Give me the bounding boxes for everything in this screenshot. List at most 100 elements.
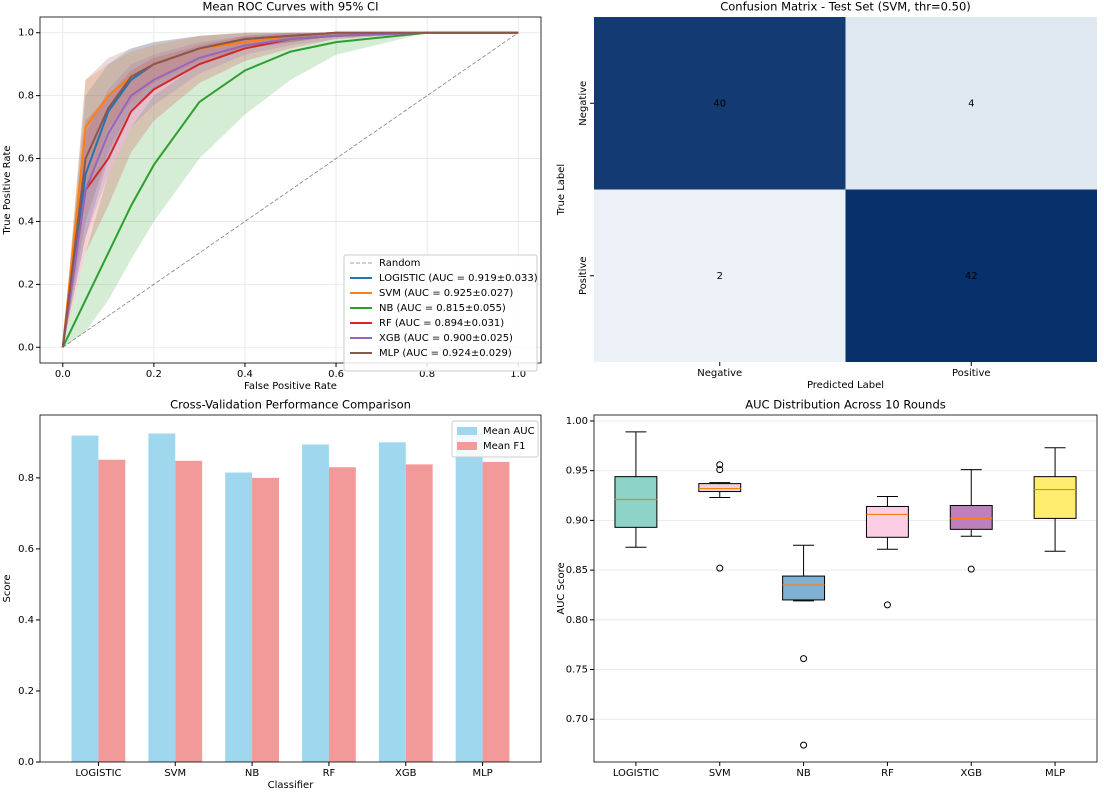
y-tick-label: 0.8 xyxy=(18,91,34,102)
x-tick-label: Positive xyxy=(952,368,991,379)
y-tick-label: 0.80 xyxy=(566,615,588,626)
box xyxy=(865,505,909,538)
y-tick-label: Positive xyxy=(578,256,589,295)
y-axis-label: True Positive Rate xyxy=(2,145,13,235)
roc-line xyxy=(61,31,519,348)
y-tick-label: Negative xyxy=(578,81,589,126)
heatmap-cell xyxy=(594,17,846,190)
legend-label: Random xyxy=(379,258,420,269)
box xyxy=(949,504,993,530)
box xyxy=(614,476,658,528)
y-tick-label: 0.75 xyxy=(566,665,588,676)
y-tick-label: 1.0 xyxy=(18,28,34,39)
chart-title: Mean ROC Curves with 95% CI xyxy=(203,0,379,14)
legend-label: NB (AUC = 0.815±0.055) xyxy=(379,303,506,314)
y-axis-label: True Label xyxy=(556,164,567,216)
bar xyxy=(148,433,176,762)
legend-label: MLP (AUC = 0.924±0.029) xyxy=(379,348,512,359)
outlier xyxy=(716,461,724,469)
legend-label: SVM (AUC = 0.925±0.027) xyxy=(379,288,513,299)
legend-label: Mean F1 xyxy=(483,441,526,452)
legend-swatch xyxy=(457,442,477,450)
outlier xyxy=(716,564,724,572)
bar xyxy=(175,460,203,762)
box xyxy=(698,483,742,493)
bar xyxy=(302,444,329,762)
x-tick-label: LOGISTIC xyxy=(75,768,121,779)
confidence-band xyxy=(62,32,519,348)
roc-line xyxy=(62,32,519,348)
legend-label: RF (AUC = 0.894±0.031) xyxy=(379,318,504,329)
y-tick-label: 0.4 xyxy=(18,216,34,227)
x-axis-label: False Positive Rate xyxy=(244,381,337,392)
y-axis-label: AUC Score xyxy=(556,562,567,614)
cell-label: 40 xyxy=(713,98,726,109)
x-tick-label: Negative xyxy=(697,368,742,379)
x-tick-label: LOGISTIC xyxy=(613,768,659,779)
x-axis-label: Classifier xyxy=(268,780,315,791)
x-tick-label: MLP xyxy=(1045,768,1065,779)
bar xyxy=(482,461,510,762)
x-tick-label: NB xyxy=(796,768,810,779)
x-tick-label: 0.6 xyxy=(328,369,344,380)
outlier xyxy=(883,601,891,609)
x-tick-label: RF xyxy=(881,768,894,779)
cell-label: 4 xyxy=(968,98,974,109)
box xyxy=(1033,476,1077,519)
heatmap-cell xyxy=(845,17,1097,190)
x-tick-label: RF xyxy=(323,768,336,779)
roc-line xyxy=(61,31,519,348)
x-tick-label: MLP xyxy=(472,768,492,779)
y-axis-label: Score xyxy=(2,574,13,602)
y-tick-label: 0.90 xyxy=(566,515,588,526)
legend-label: Mean AUC xyxy=(483,426,535,437)
bar xyxy=(252,477,279,762)
x-axis-label: Predicted Label xyxy=(807,380,884,391)
x-tick-label: SVM xyxy=(709,768,731,779)
cell-label: 42 xyxy=(965,271,978,282)
chart-title: AUC Distribution Across 10 Rounds xyxy=(745,398,946,412)
x-tick-label: 0.2 xyxy=(146,369,162,380)
y-tick-label: 0.0 xyxy=(18,342,34,353)
y-tick-label: 0.6 xyxy=(18,544,34,555)
y-tick-label: 0.6 xyxy=(18,154,34,165)
y-tick-label: 0.85 xyxy=(566,565,588,576)
x-tick-label: SVM xyxy=(164,768,186,779)
axes-frame xyxy=(39,414,542,763)
bar xyxy=(71,435,99,762)
y-tick-label: 0.70 xyxy=(566,714,588,725)
box xyxy=(782,575,826,601)
bar xyxy=(405,464,433,762)
x-tick-label: XGB xyxy=(961,768,983,779)
x-tick-label: 0.4 xyxy=(237,369,253,380)
outlier xyxy=(716,466,724,474)
legend-swatch xyxy=(457,427,477,435)
chart-title: Cross-Validation Performance Comparison xyxy=(170,398,411,412)
confidence-band xyxy=(62,32,519,348)
legend-box xyxy=(343,254,538,372)
bar xyxy=(328,467,356,762)
confidence-band xyxy=(62,32,519,348)
y-tick-label: 0.0 xyxy=(18,757,34,768)
legend-label: XGB (AUC = 0.900±0.025) xyxy=(379,333,513,344)
cell-label: 2 xyxy=(717,271,723,282)
heatmap-cell xyxy=(594,189,846,362)
bar xyxy=(455,433,483,762)
x-tick-label: XGB xyxy=(395,768,417,779)
chart-title: Confusion Matrix - Test Set (SVM, thr=0.… xyxy=(720,0,971,14)
y-tick-label: 0.2 xyxy=(18,686,34,697)
y-tick-label: 1.00 xyxy=(566,416,588,427)
axes-frame xyxy=(39,16,542,364)
outlier xyxy=(800,655,808,663)
legend-label: LOGISTIC (AUC = 0.919±0.033) xyxy=(379,273,538,284)
outlier xyxy=(967,565,975,573)
confidence-band xyxy=(62,32,519,348)
x-tick-label: 0.8 xyxy=(419,369,435,380)
heatmap-cell xyxy=(845,189,1097,362)
roc-line xyxy=(61,31,519,348)
x-tick-label: 0.0 xyxy=(55,369,71,380)
bar xyxy=(378,442,406,762)
y-tick-label: 0.8 xyxy=(18,473,34,484)
x-tick-label: NB xyxy=(245,768,259,779)
